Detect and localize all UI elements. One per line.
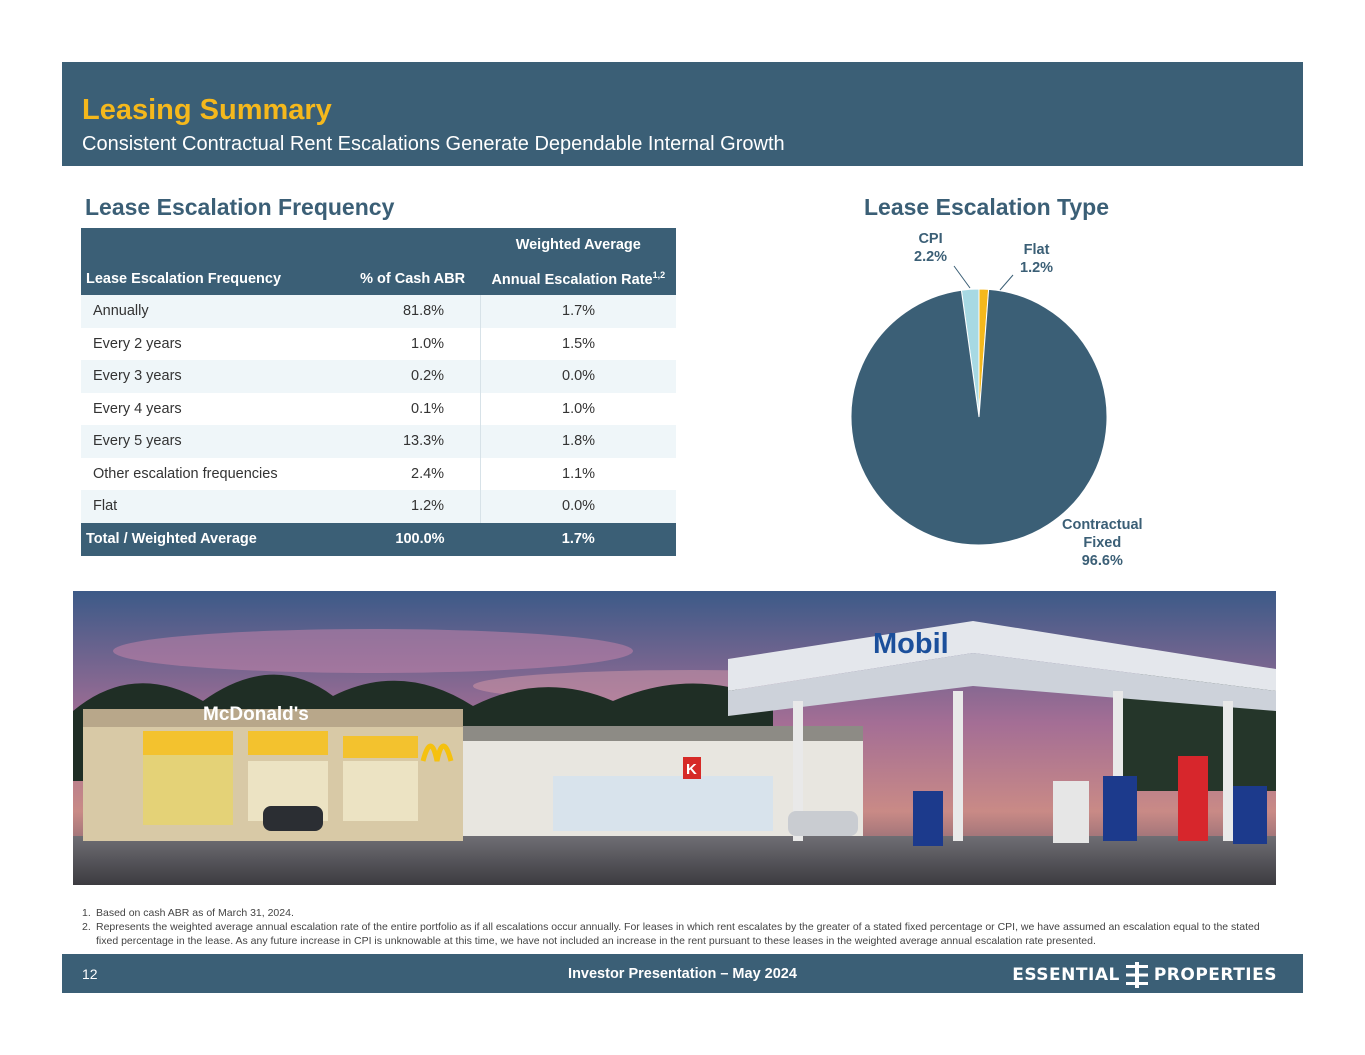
row-frequency: Every 5 years — [81, 425, 345, 458]
flat-label: Flat 1.2% — [1020, 241, 1053, 277]
cpi-label-name: CPI — [918, 231, 943, 247]
storefront-photo-illustration: McDonald's K Mobil — [73, 591, 1276, 885]
fixed-label: Contractual Fixed 96.6% — [1062, 516, 1143, 570]
row-frequency: Annually — [81, 295, 345, 328]
row-cash-abr-pct: 81.8% — [344, 295, 482, 328]
page-number: 12 — [82, 966, 98, 982]
footnote-2: 2. Represents the weighted average annua… — [82, 920, 1282, 948]
frequency-section-title: Lease Escalation Frequency — [85, 194, 395, 220]
total-rate: 1.7% — [480, 522, 676, 556]
row-frequency: Every 4 years — [81, 392, 345, 425]
mcdonalds-sign: McDonald's — [203, 704, 309, 725]
row-escalation-rate: 0.0% — [480, 360, 676, 393]
col1-header: Lease Escalation Frequency — [81, 262, 345, 295]
row-cash-abr-pct: 1.2% — [344, 490, 482, 523]
type-section-title: Lease Escalation Type — [864, 194, 1110, 220]
logo-mark-icon — [1125, 962, 1148, 988]
col2-header: % of Cash ABR — [344, 262, 481, 295]
footnote-2-text: Represents the weighted average annual e… — [96, 921, 1260, 947]
pie-svg — [850, 265, 1108, 546]
row-escalation-rate: 1.5% — [480, 327, 676, 360]
fixed-label-name-2: Fixed — [1083, 535, 1122, 551]
table-total-row: Total / Weighted Average 100.0% 1.7% — [81, 522, 676, 556]
fixed-label-value: 96.6% — [1081, 553, 1123, 569]
footnote-1: 1. Based on cash ABR as of March 31, 202… — [82, 906, 1282, 920]
cpi-label-value: 2.2% — [914, 249, 948, 265]
table-row: Flat 1.2% 0.0% — [81, 490, 676, 523]
header-band: Leasing Summary Consistent Contractual R… — [62, 62, 1303, 166]
cpi-label: CPI 2.2% — [914, 230, 947, 266]
row-escalation-rate: 1.7% — [480, 295, 676, 328]
pie-slice-contractual-fixed — [850, 288, 1108, 546]
flat-label-name: Flat — [1023, 242, 1050, 258]
storefront-photo: McDonald's K Mobil — [73, 591, 1276, 885]
row-frequency: Other escalation frequencies — [81, 457, 345, 490]
escalation-frequency-table: Weighted Average Lease Escalation Freque… — [81, 228, 676, 556]
table-row: Every 4 years 0.1% 1.0% — [81, 392, 676, 425]
row-escalation-rate: 1.0% — [480, 392, 676, 425]
row-frequency: Flat — [81, 490, 345, 523]
essential-properties-logo: ESSENTIAL PROPERTIES — [1012, 962, 1277, 988]
footnote-1-number: 1. — [82, 907, 91, 919]
row-cash-abr-pct: 2.4% — [344, 457, 482, 490]
row-frequency: Every 3 years — [81, 360, 345, 393]
row-cash-abr-pct: 13.3% — [344, 425, 482, 458]
total-pct: 100.0% — [344, 522, 481, 556]
flat-leader-line — [999, 274, 1014, 291]
table-row: Every 3 years 0.2% 0.0% — [81, 360, 676, 393]
logo-text-left: ESSENTIAL — [1012, 965, 1120, 985]
flat-label-value: 1.2% — [1020, 260, 1054, 276]
cpi-leader-line — [953, 265, 971, 289]
circle-k-sign: K — [686, 761, 697, 778]
logo-text-right: PROPERTIES — [1153, 965, 1277, 985]
col3-header-label: Annual Escalation Rate — [491, 271, 653, 288]
fixed-label-name-1: Contractual — [1062, 517, 1143, 533]
row-escalation-rate: 1.8% — [480, 425, 676, 458]
table-row: Annually 81.8% 1.7% — [81, 295, 676, 328]
col3-header-top: Weighted Average — [480, 228, 676, 262]
table-row: Other escalation frequencies 2.4% 1.1% — [81, 457, 676, 490]
table-row: Every 5 years 13.3% 1.8% — [81, 425, 676, 458]
row-frequency: Every 2 years — [81, 327, 345, 360]
col3-footnote-ref: 1,2 — [652, 269, 666, 280]
mobil-sign: Mobil — [873, 628, 949, 660]
footer-band: 12 Investor Presentation – May 2024 ESSE… — [62, 954, 1303, 993]
total-label: Total / Weighted Average — [81, 522, 345, 556]
page-title: Leasing Summary — [82, 94, 332, 126]
row-cash-abr-pct: 1.0% — [344, 327, 482, 360]
footnote-2-number: 2. — [82, 921, 91, 933]
page-subtitle: Consistent Contractual Rent Escalations … — [82, 133, 785, 155]
row-escalation-rate: 0.0% — [480, 490, 676, 523]
row-cash-abr-pct: 0.1% — [344, 392, 482, 425]
table-row: Every 2 years 1.0% 1.5% — [81, 327, 676, 360]
footer-presentation-title: Investor Presentation – May 2024 — [568, 966, 797, 982]
row-escalation-rate: 1.1% — [480, 457, 676, 490]
footnotes: 1. Based on cash ABR as of March 31, 202… — [82, 906, 1282, 948]
row-cash-abr-pct: 0.2% — [344, 360, 482, 393]
escalation-type-pie-chart: CPI 2.2% Flat 1.2% Contractual Fixed 96.… — [830, 220, 1160, 580]
col3-header: Annual Escalation Rate1,2 — [480, 262, 676, 295]
footnote-1-text: Based on cash ABR as of March 31, 2024. — [96, 907, 294, 919]
